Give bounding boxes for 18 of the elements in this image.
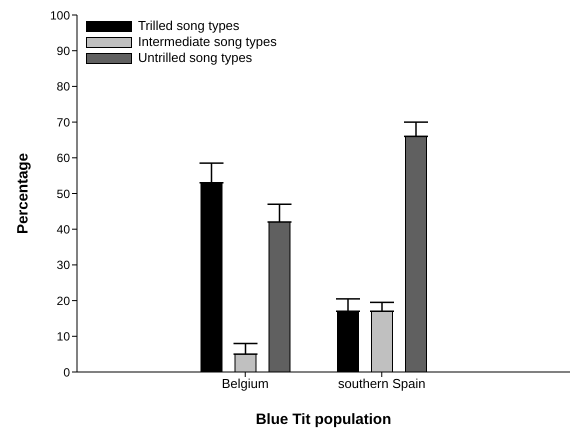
- legend-label: Trilled song types: [138, 18, 240, 34]
- y-tick-label: 80: [56, 80, 70, 94]
- y-tick-label: 70: [56, 115, 70, 130]
- y-tick-label: 0: [63, 365, 70, 380]
- x-tick-label: southern Spain: [338, 376, 426, 392]
- y-tick-label: 90: [56, 44, 70, 58]
- x-tick-label: Belgium: [222, 376, 269, 392]
- y-tick-label: 30: [56, 258, 70, 272]
- y-tick-label: 60: [56, 151, 70, 166]
- legend-label: Untrilled song types: [138, 50, 252, 66]
- legend-label: Intermediate song types: [138, 34, 277, 50]
- y-tick-label: 100: [50, 8, 70, 22]
- y-axis-title: Percentage: [14, 153, 32, 234]
- y-tick-label: 50: [56, 186, 70, 201]
- y-tick-label: 20: [56, 294, 70, 308]
- y-tick-label: 10: [56, 330, 70, 344]
- x-axis-title: Blue Tit population: [256, 411, 392, 428]
- y-tick-label: 40: [56, 222, 70, 236]
